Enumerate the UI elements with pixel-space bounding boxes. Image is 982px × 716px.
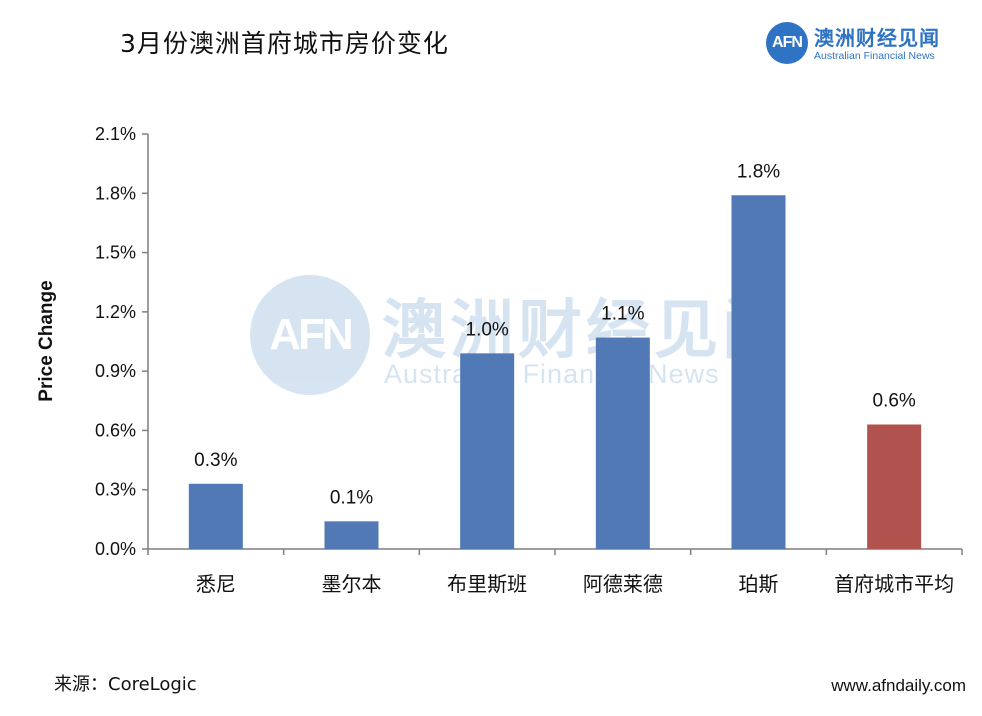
bar [731, 195, 786, 549]
bar-data-label: 0.6% [873, 391, 916, 412]
y-tick-label: 1.8% [95, 183, 136, 203]
x-category-label: 阿德莱德 [583, 572, 663, 596]
y-tick-label: 1.2% [95, 302, 136, 322]
y-axis-title: Price Change [36, 280, 57, 401]
bar [595, 337, 650, 549]
bar-data-label: 1.0% [466, 319, 509, 340]
bar-data-label: 1.1% [601, 304, 644, 325]
logo-name-en: Australian Financial News [814, 50, 935, 62]
y-tick-label: 2.1% [95, 124, 136, 144]
y-tick-label: 0.9% [95, 361, 136, 381]
bar [188, 483, 243, 549]
website-url: www.afndaily.com [831, 676, 966, 695]
bar-data-label: 0.1% [330, 487, 373, 508]
bar [324, 521, 379, 549]
x-category-label: 布里斯班 [447, 572, 527, 596]
chart-title: 3月份澳洲首府城市房价变化 [120, 29, 449, 58]
logo-name-cn: 澳洲财经见闻 [814, 26, 940, 50]
bar [460, 353, 515, 549]
source-note: 来源：CoreLogic [54, 674, 197, 695]
afn-logo: AFN 澳洲财经见闻 Australian Financial News [766, 20, 966, 68]
x-category-label: 首府城市平均 [834, 572, 954, 596]
y-tick-label: 0.3% [95, 480, 136, 500]
x-category-label: 悉尼 [196, 572, 236, 596]
bar-data-label: 0.3% [194, 450, 237, 471]
bar-data-label: 1.8% [737, 161, 780, 182]
x-category-label: 墨尔本 [322, 572, 382, 596]
bar [867, 424, 922, 549]
afn-logo-icon: AFN [766, 22, 808, 64]
x-category-label: 珀斯 [739, 572, 779, 596]
y-tick-label: 0.6% [95, 420, 136, 440]
y-tick-label: 1.5% [95, 243, 136, 263]
y-tick-label: 0.0% [95, 539, 136, 559]
